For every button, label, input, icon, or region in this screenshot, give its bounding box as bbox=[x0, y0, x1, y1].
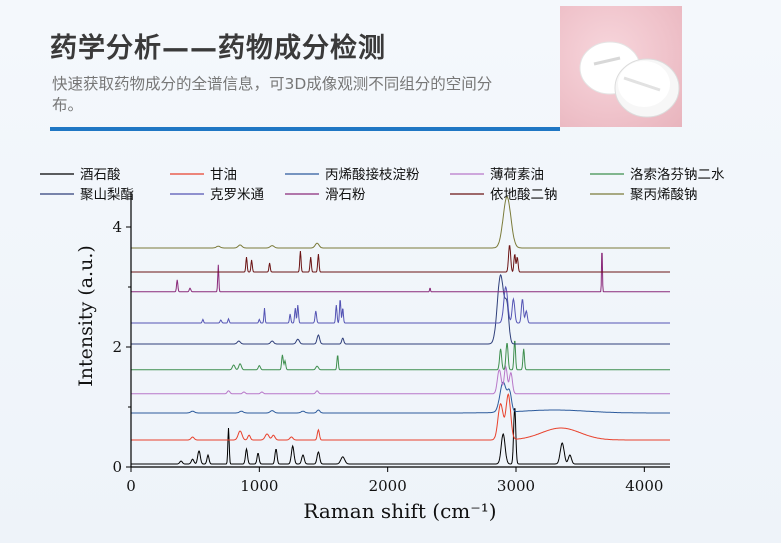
x-tick-label-4: 4000 bbox=[625, 477, 663, 495]
chart-axes: 0 1000 2000 3000 4000 0 2 4 bbox=[112, 192, 670, 495]
y-tick-label-2: 4 bbox=[112, 218, 122, 236]
series-line-0 bbox=[131, 408, 670, 465]
series-line-8 bbox=[131, 245, 670, 273]
x-tick-label-1: 1000 bbox=[240, 477, 278, 495]
x-tick-label-3: 3000 bbox=[497, 477, 535, 495]
title-underline bbox=[50, 127, 560, 131]
legend-label-6: 克罗米通 bbox=[210, 187, 264, 203]
page-title: 药学分析——药物成分检测 bbox=[50, 33, 386, 64]
page-subtitle: 快速获取药物成分的全谱信息，可3D成像观测不同组分的空间分布。 bbox=[52, 75, 493, 114]
legend-label-2: 丙烯酸接枝淀粉 bbox=[325, 166, 420, 183]
series-line-5 bbox=[131, 273, 670, 345]
legend-label-8: 依地酸二钠 bbox=[490, 187, 558, 203]
x-axis-label: Raman shift (cm⁻¹) bbox=[303, 499, 496, 523]
raman-chart: 酒石酸 甘油 丙烯酸接枝淀粉 薄荷素油 洛索洛芬钠二水聚山梨酯 克罗米通 滑石粉 依地酸二钠 聚… bbox=[0, 150, 781, 547]
legend-label-1: 甘油 bbox=[210, 167, 237, 183]
legend-label-0: 酒石酸 bbox=[80, 167, 121, 183]
series-line-1 bbox=[131, 393, 670, 441]
series-line-7 bbox=[131, 252, 670, 293]
legend-label-4: 洛索洛芬钠二水 bbox=[630, 167, 725, 183]
series-line-4 bbox=[131, 340, 670, 371]
series-line-2 bbox=[131, 381, 670, 414]
legend-label-7: 滑石粉 bbox=[325, 187, 366, 203]
y-axis-label: Intensity (a.u.) bbox=[75, 245, 97, 387]
series-line-3 bbox=[131, 365, 670, 395]
tablet-photo bbox=[560, 6, 682, 127]
series-lines bbox=[131, 196, 670, 465]
white-tablets-icon bbox=[579, 41, 680, 118]
legend-label-5: 聚山梨酯 bbox=[80, 187, 134, 203]
y-tick-label-1: 2 bbox=[112, 338, 122, 356]
series-line-6 bbox=[131, 285, 670, 324]
legend-label-3: 薄荷素油 bbox=[490, 167, 544, 183]
series-line-9 bbox=[131, 196, 670, 249]
y-tick-label-0: 0 bbox=[112, 458, 122, 476]
legend-label-9: 聚丙烯酸钠 bbox=[630, 187, 698, 203]
x-tick-label-2: 2000 bbox=[369, 477, 407, 495]
x-tick-label-0: 0 bbox=[126, 477, 136, 495]
